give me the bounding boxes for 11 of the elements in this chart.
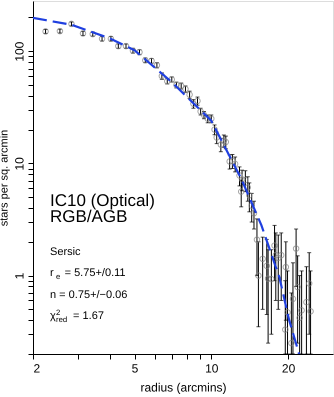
x-tick-label: 10: [205, 362, 219, 376]
annotation: n = 0.75+/−0.06: [50, 289, 128, 301]
x-axis-title: radius (arcmins): [140, 380, 227, 394]
annotation: IC10 (Optical): [50, 191, 155, 210]
x-tick-label: 2: [34, 362, 40, 376]
x-tick-label: 5: [132, 362, 139, 376]
x-tick-label: 20: [282, 362, 296, 376]
y-tick-label: 10: [12, 156, 26, 171]
y-tick-label: 1: [12, 272, 26, 280]
y-tick-label: 100: [12, 41, 26, 62]
annotation: Sersic: [50, 246, 82, 258]
